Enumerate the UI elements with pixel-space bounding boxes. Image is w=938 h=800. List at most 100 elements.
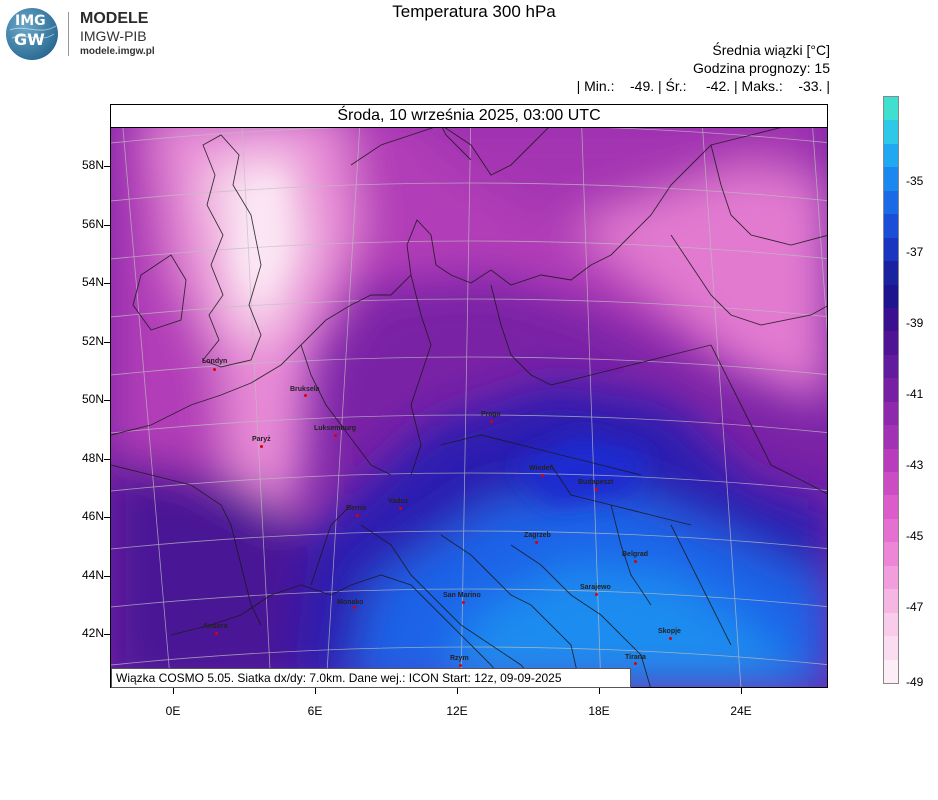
lat-tick [104,576,110,577]
lon-tick [599,688,600,694]
colorbar-segment [884,518,898,543]
colorbar-segment [884,612,898,637]
lon-label: 12E [446,704,468,718]
colorbar-segment [884,331,898,356]
lat-tick [104,342,110,343]
lat-label: 56N [81,217,104,231]
logo-url: modele.imgw.pl [80,46,155,57]
logo-mark-top: IMG [15,13,46,29]
city-dot [260,445,263,448]
lat-label: 58N [81,158,104,172]
colorbar-segment [884,401,898,426]
map-canvas [111,105,827,687]
colorbar-segment [884,307,898,332]
colorbar-label: -49 [906,675,924,689]
city-label: Andora [203,623,228,630]
city-dot [353,606,356,609]
lat-label: 46N [81,509,104,523]
city-dot [634,662,637,665]
city-label: Wiedeń [529,465,554,472]
lon-label: 6E [307,704,323,718]
logo-line2: IMGW-PIB [80,28,147,44]
lat-tick [104,225,110,226]
city-dot [462,601,465,604]
colorbar-segment [884,448,898,473]
lat-tick [104,166,110,167]
colorbar-segment [884,354,898,379]
lon-label: 24E [730,704,752,718]
city-label: Luksemburg [314,425,357,432]
lon-tick [173,688,174,694]
logo-mark-bottom: GW [14,30,45,49]
colorbar-segment [884,636,898,661]
lat-tick [104,517,110,518]
lon-label: 18E [588,704,610,718]
colorbar-label: -45 [906,529,924,543]
city-label: Berno [346,505,367,512]
city-dot [595,593,598,596]
colorbar-segment [884,472,898,496]
lat-label: 48N [81,451,104,465]
lat-tick [104,400,110,401]
city-label: Monako [337,599,364,606]
city-label: Skopje [658,628,681,635]
logo-globe-icon: IMG GW [6,8,58,60]
colorbar-segment [884,565,898,590]
lat-label: 52N [81,334,104,348]
city-label: Vaduz [388,498,409,505]
colorbar-segment [884,284,898,309]
city-dot [541,474,544,477]
city-dot [490,420,493,423]
city-dot [535,541,538,544]
city-label: Tirana [625,654,646,661]
lon-tick [741,688,742,694]
city-label: San Marino [443,592,481,599]
colorbar-segment [884,261,898,286]
lon-tick [457,688,458,694]
date-line: Środa, 10 września 2025, 03:00 UTC [110,104,828,128]
imgw-logo: IMG GW MODELE IMGW-PIB modele.imgw.pl [6,8,166,60]
city-label: Budapeszt [578,479,614,486]
colorbar-label: -47 [906,600,924,614]
city-label: Londyn [202,358,228,365]
header-forecast-hour: Godzina prognozy: 15 [693,60,830,76]
lon-label: 0E [165,704,181,718]
lat-label: 50N [81,392,104,406]
colorbar-segment [884,659,898,684]
city-label: Belgrad [622,551,649,558]
chart-title: Temperatura 300 hPa [392,2,556,21]
city-dot [334,434,337,437]
lat-tick [104,459,110,460]
city-dot [215,632,218,635]
city-dot [399,507,402,510]
logo-line1: MODELE [80,10,149,27]
colorbar-segment [884,97,898,121]
lat-label: 54N [81,275,104,289]
colorbar-segment [884,425,898,450]
colorbar-label: -39 [906,316,924,330]
city-dot [356,514,359,517]
city-dot [213,368,216,371]
city-dot [304,394,307,397]
model-info-footer: Wiązka COSMO 5.05. Siatka dx/dy: 7.0km. … [111,668,631,688]
city-dot [669,637,672,640]
colorbar-segment [884,237,898,262]
logo-divider [68,12,69,56]
colorbar-segment [884,120,898,145]
colorbar-segment [884,542,898,567]
colorbar-segment [884,495,898,520]
city-label: Praga [481,411,501,418]
city-label: Rzym [450,655,469,662]
lat-label: 44N [81,568,104,582]
city-label: Sarajewo [580,584,611,591]
lat-label: 42N [81,626,104,640]
city-dot [595,488,598,491]
city-label: Bruksela [290,386,320,393]
colorbar-segment [884,589,898,614]
colorbar-label: -41 [906,387,924,401]
lat-tick [104,283,110,284]
colorbar-label: -43 [906,458,924,472]
colorbar-segment [884,167,898,192]
city-label: Zagrzeb [524,532,551,539]
temperature-colorbar [883,96,899,684]
